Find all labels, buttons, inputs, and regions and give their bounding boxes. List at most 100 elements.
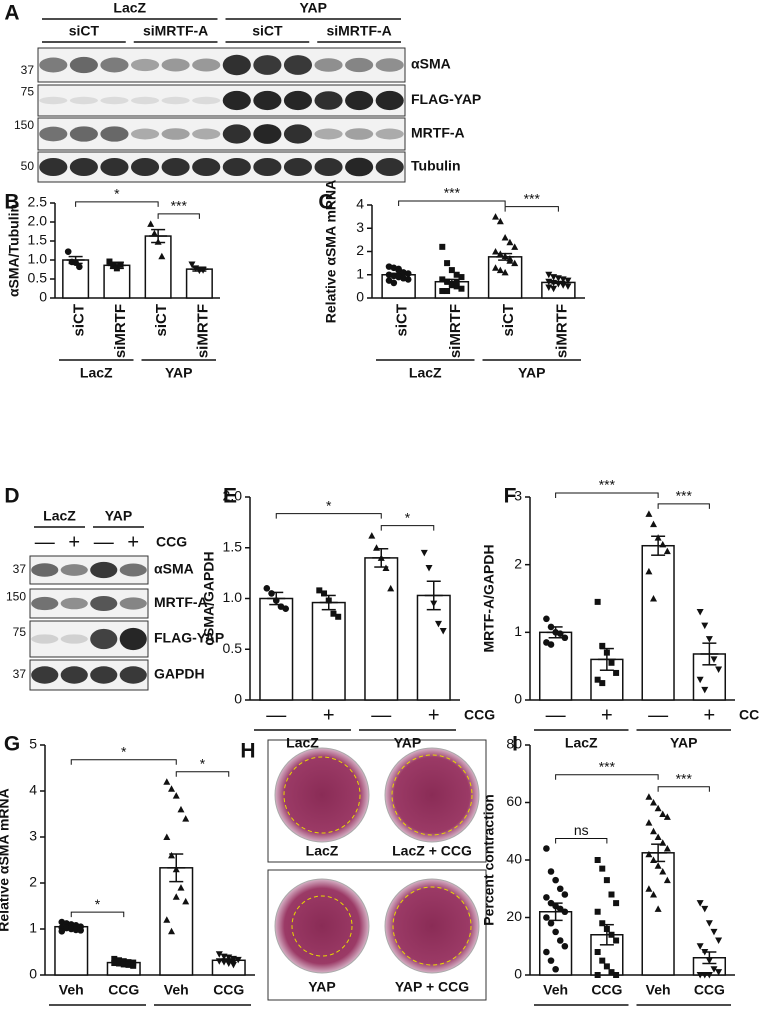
treatment-label: siCT: [69, 23, 100, 39]
band: [119, 563, 147, 577]
data-point: [701, 949, 709, 956]
data-point: [444, 278, 451, 285]
panel-label: G: [4, 733, 20, 756]
data-point: [458, 274, 465, 281]
data-point: [496, 250, 504, 257]
band: [130, 58, 160, 72]
group-label: YAP: [518, 365, 546, 381]
data-point: [434, 620, 442, 628]
x-tick-label: siMRTF: [112, 304, 129, 358]
data-point: [150, 229, 158, 237]
band: [31, 596, 59, 611]
data-point: [182, 897, 190, 905]
x-tick-label: +: [601, 704, 613, 726]
band: [345, 90, 374, 111]
data-point: [458, 285, 465, 292]
data-point: [564, 283, 572, 290]
data-point: [710, 656, 718, 663]
data-point: [659, 839, 667, 846]
data-point: [111, 960, 118, 967]
data-point: [715, 969, 723, 976]
panel-label: I: [512, 733, 518, 756]
data-point: [654, 862, 662, 869]
data-point: [506, 254, 514, 262]
data-point: [715, 937, 723, 944]
data-point: [659, 868, 667, 875]
y-tick-label: 3: [514, 488, 522, 504]
data-point: [387, 584, 395, 592]
band: [39, 96, 68, 105]
x-tick-label: +: [428, 704, 440, 726]
data-point: [603, 963, 610, 970]
y-tick-label: 3: [29, 828, 37, 844]
data-point: [501, 268, 509, 276]
treatment-label: siMRTF-A: [143, 23, 208, 39]
data-point: [501, 252, 509, 260]
band: [90, 666, 118, 684]
data-point: [111, 955, 118, 962]
y-tick-label: 0: [514, 966, 522, 982]
y-tick-label: 0: [39, 289, 47, 305]
band: [31, 634, 59, 644]
data-point: [163, 833, 171, 840]
significance-bracket: [70, 759, 177, 765]
y-axis-title: αSMA/Tubulin: [6, 204, 22, 297]
panel-label: A: [4, 2, 19, 25]
data-point: [645, 885, 653, 892]
band: [100, 96, 129, 105]
blot-strip: [29, 620, 149, 658]
data-point: [654, 534, 662, 541]
band: [39, 126, 68, 142]
data-point: [650, 891, 658, 898]
data-point: [404, 276, 412, 283]
band: [283, 55, 313, 75]
data-point: [368, 532, 376, 539]
band: [283, 124, 313, 144]
significance-bracket: [555, 774, 659, 780]
band: [314, 58, 343, 72]
data-point: [594, 857, 601, 863]
data-point: [120, 961, 127, 968]
data-point: [696, 676, 704, 684]
data-point: [444, 260, 451, 267]
band: [253, 124, 282, 144]
data-point: [116, 957, 123, 964]
group-label: YAP: [394, 735, 422, 751]
data-point: [659, 810, 667, 817]
data-point: [188, 261, 196, 269]
data-point: [172, 865, 180, 873]
significance-bracket: [504, 206, 559, 212]
significance-label: *: [405, 509, 411, 525]
blot-strip: [29, 588, 149, 619]
blot-strip: [37, 151, 406, 183]
significance-bracket: [398, 200, 506, 206]
significance-bracket: [70, 911, 125, 918]
x-suffix: CCG: [739, 707, 759, 723]
y-tick-label: 1: [356, 265, 364, 281]
x-tick-label: —: [546, 704, 566, 726]
bar: [641, 544, 675, 701]
data-point: [172, 893, 180, 900]
data-point: [113, 265, 120, 272]
data-point: [561, 908, 569, 916]
data-point: [453, 279, 460, 286]
data-point: [603, 877, 610, 884]
data-point: [543, 845, 550, 852]
panel-label: F: [504, 485, 517, 508]
band: [314, 91, 343, 110]
row-label: Tubulin: [411, 158, 461, 174]
data-point: [552, 928, 559, 936]
y-tick-label: 1.0: [223, 589, 243, 605]
blot-strip: [37, 84, 406, 117]
data-point: [58, 928, 66, 935]
significance-bracket: [555, 492, 659, 498]
data-point: [654, 833, 662, 840]
data-point: [172, 792, 180, 799]
significance-bracket: [75, 201, 159, 207]
data-point: [543, 894, 550, 901]
mw-label: 37: [21, 63, 35, 77]
data-point: [439, 288, 446, 295]
data-point: [547, 623, 555, 631]
panel-label: H: [240, 740, 255, 763]
